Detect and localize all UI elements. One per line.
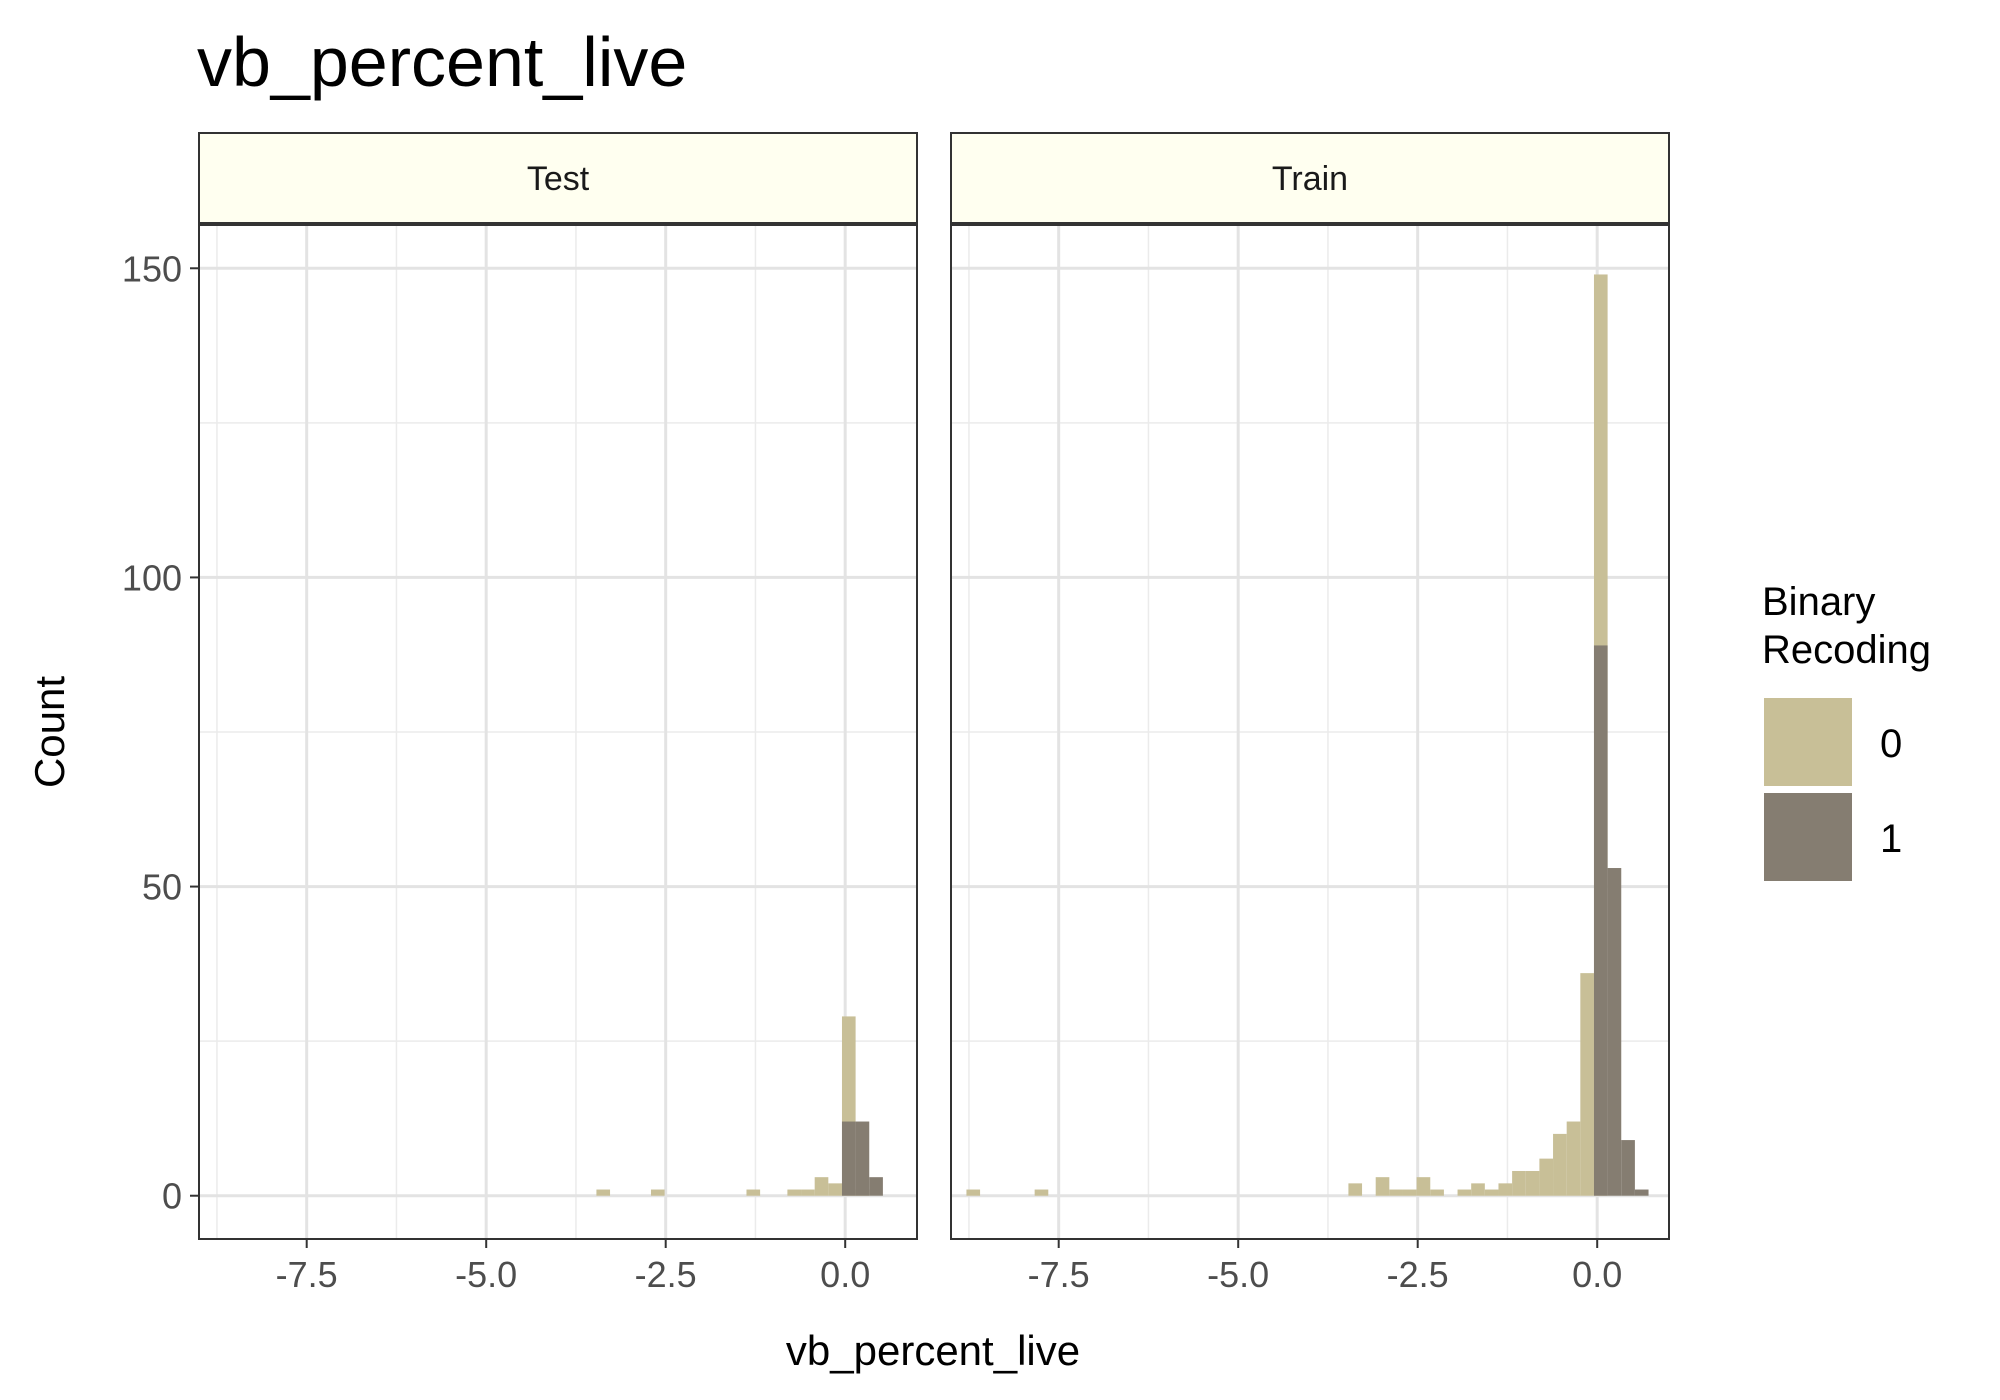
facet-strip bbox=[950, 132, 1670, 224]
legend: Binary Recoding 0 1 bbox=[1762, 580, 1931, 881]
histogram-bar-0 bbox=[801, 1189, 815, 1196]
histogram-bar-0 bbox=[1539, 1158, 1554, 1196]
histogram-bar-1 bbox=[1621, 1140, 1635, 1196]
legend-key-0 bbox=[1764, 698, 1852, 786]
histogram-bar-0 bbox=[746, 1189, 761, 1196]
x-tick-label: 0.0 bbox=[820, 1254, 870, 1295]
histogram-bar-0 bbox=[1402, 1189, 1417, 1196]
histogram-bar-0 bbox=[828, 1183, 842, 1196]
panel-border bbox=[950, 224, 1670, 1240]
histogram-bar-0 bbox=[1416, 1177, 1431, 1196]
histogram-bar-1 bbox=[1607, 868, 1622, 1196]
y-tick-label: 0 bbox=[162, 1176, 182, 1217]
histogram-bar-0 bbox=[1498, 1183, 1513, 1196]
legend-label-0: 0 bbox=[1880, 722, 1902, 766]
histogram-bar-1 bbox=[841, 1121, 856, 1196]
facet-panel-test: Test -7.5 -5.0 -2.5 0.0 0 50 100 150 bbox=[122, 132, 918, 1295]
histogram-bar-0 bbox=[1348, 1183, 1363, 1196]
legend-key-1 bbox=[1764, 793, 1852, 881]
histogram-bar-0 bbox=[1457, 1189, 1472, 1196]
histogram-bar-0 bbox=[1430, 1189, 1444, 1196]
histogram-bar-0 bbox=[814, 1177, 829, 1196]
y-tick-label: 150 bbox=[122, 248, 182, 289]
histogram-bar-0 bbox=[1034, 1189, 1049, 1196]
histogram-bar-0 bbox=[787, 1189, 802, 1196]
histogram-bar-0 bbox=[1512, 1170, 1526, 1196]
histogram-bar-0 bbox=[1566, 1121, 1581, 1196]
x-tick-label: -7.5 bbox=[1028, 1254, 1090, 1295]
histogram-bar-1 bbox=[855, 1121, 870, 1196]
x-tick-label: -2.5 bbox=[635, 1254, 697, 1295]
histogram-bar-0 bbox=[1484, 1189, 1499, 1196]
facet-strip-label: Test bbox=[527, 160, 590, 198]
y-axis-label: Count bbox=[26, 676, 73, 788]
facet-strip-label: Train bbox=[1272, 160, 1348, 198]
facet-strip bbox=[198, 132, 918, 224]
x-tick-label: -5.0 bbox=[1207, 1254, 1269, 1295]
x-tick-label: -7.5 bbox=[276, 1254, 338, 1295]
facet-panels: Test -7.5 -5.0 -2.5 0.0 0 50 100 150 Train -7.5 -5.… bbox=[122, 132, 1670, 1295]
legend-title-line-2: Recoding bbox=[1762, 628, 1931, 672]
legend-title-line-1: Binary bbox=[1762, 580, 1875, 624]
histogram-bar-0 bbox=[1580, 973, 1594, 1196]
x-tick-label: -5.0 bbox=[455, 1254, 517, 1295]
y-tick-label: 100 bbox=[122, 557, 182, 598]
legend-label-1: 1 bbox=[1880, 817, 1902, 861]
x-tick-label: -2.5 bbox=[1387, 1254, 1449, 1295]
histogram-bar-0 bbox=[1525, 1170, 1540, 1196]
facet-panel-train: Train -7.5 -5.0 -2.5 0.0 bbox=[950, 132, 1670, 1295]
histogram-bar-0 bbox=[1375, 1177, 1390, 1196]
histogram-bar-1 bbox=[1593, 645, 1608, 1196]
histogram-bar-0 bbox=[1389, 1189, 1403, 1196]
histogram-bar-0 bbox=[1471, 1183, 1485, 1196]
histogram-bar-0 bbox=[966, 1189, 981, 1196]
panel-border bbox=[198, 224, 918, 1240]
y-tick-label: 50 bbox=[142, 867, 182, 908]
histogram-bar-1 bbox=[1634, 1189, 1649, 1196]
histogram-bar-0 bbox=[650, 1189, 665, 1196]
x-tick-label: 0.0 bbox=[1572, 1254, 1622, 1295]
chart-title: vb_percent_live bbox=[197, 23, 687, 101]
histogram-bar-1 bbox=[869, 1177, 883, 1196]
x-axis-label: vb_percent_live bbox=[786, 1327, 1080, 1374]
histogram-bar-0 bbox=[1553, 1133, 1567, 1196]
histogram-bar-0 bbox=[596, 1189, 611, 1196]
